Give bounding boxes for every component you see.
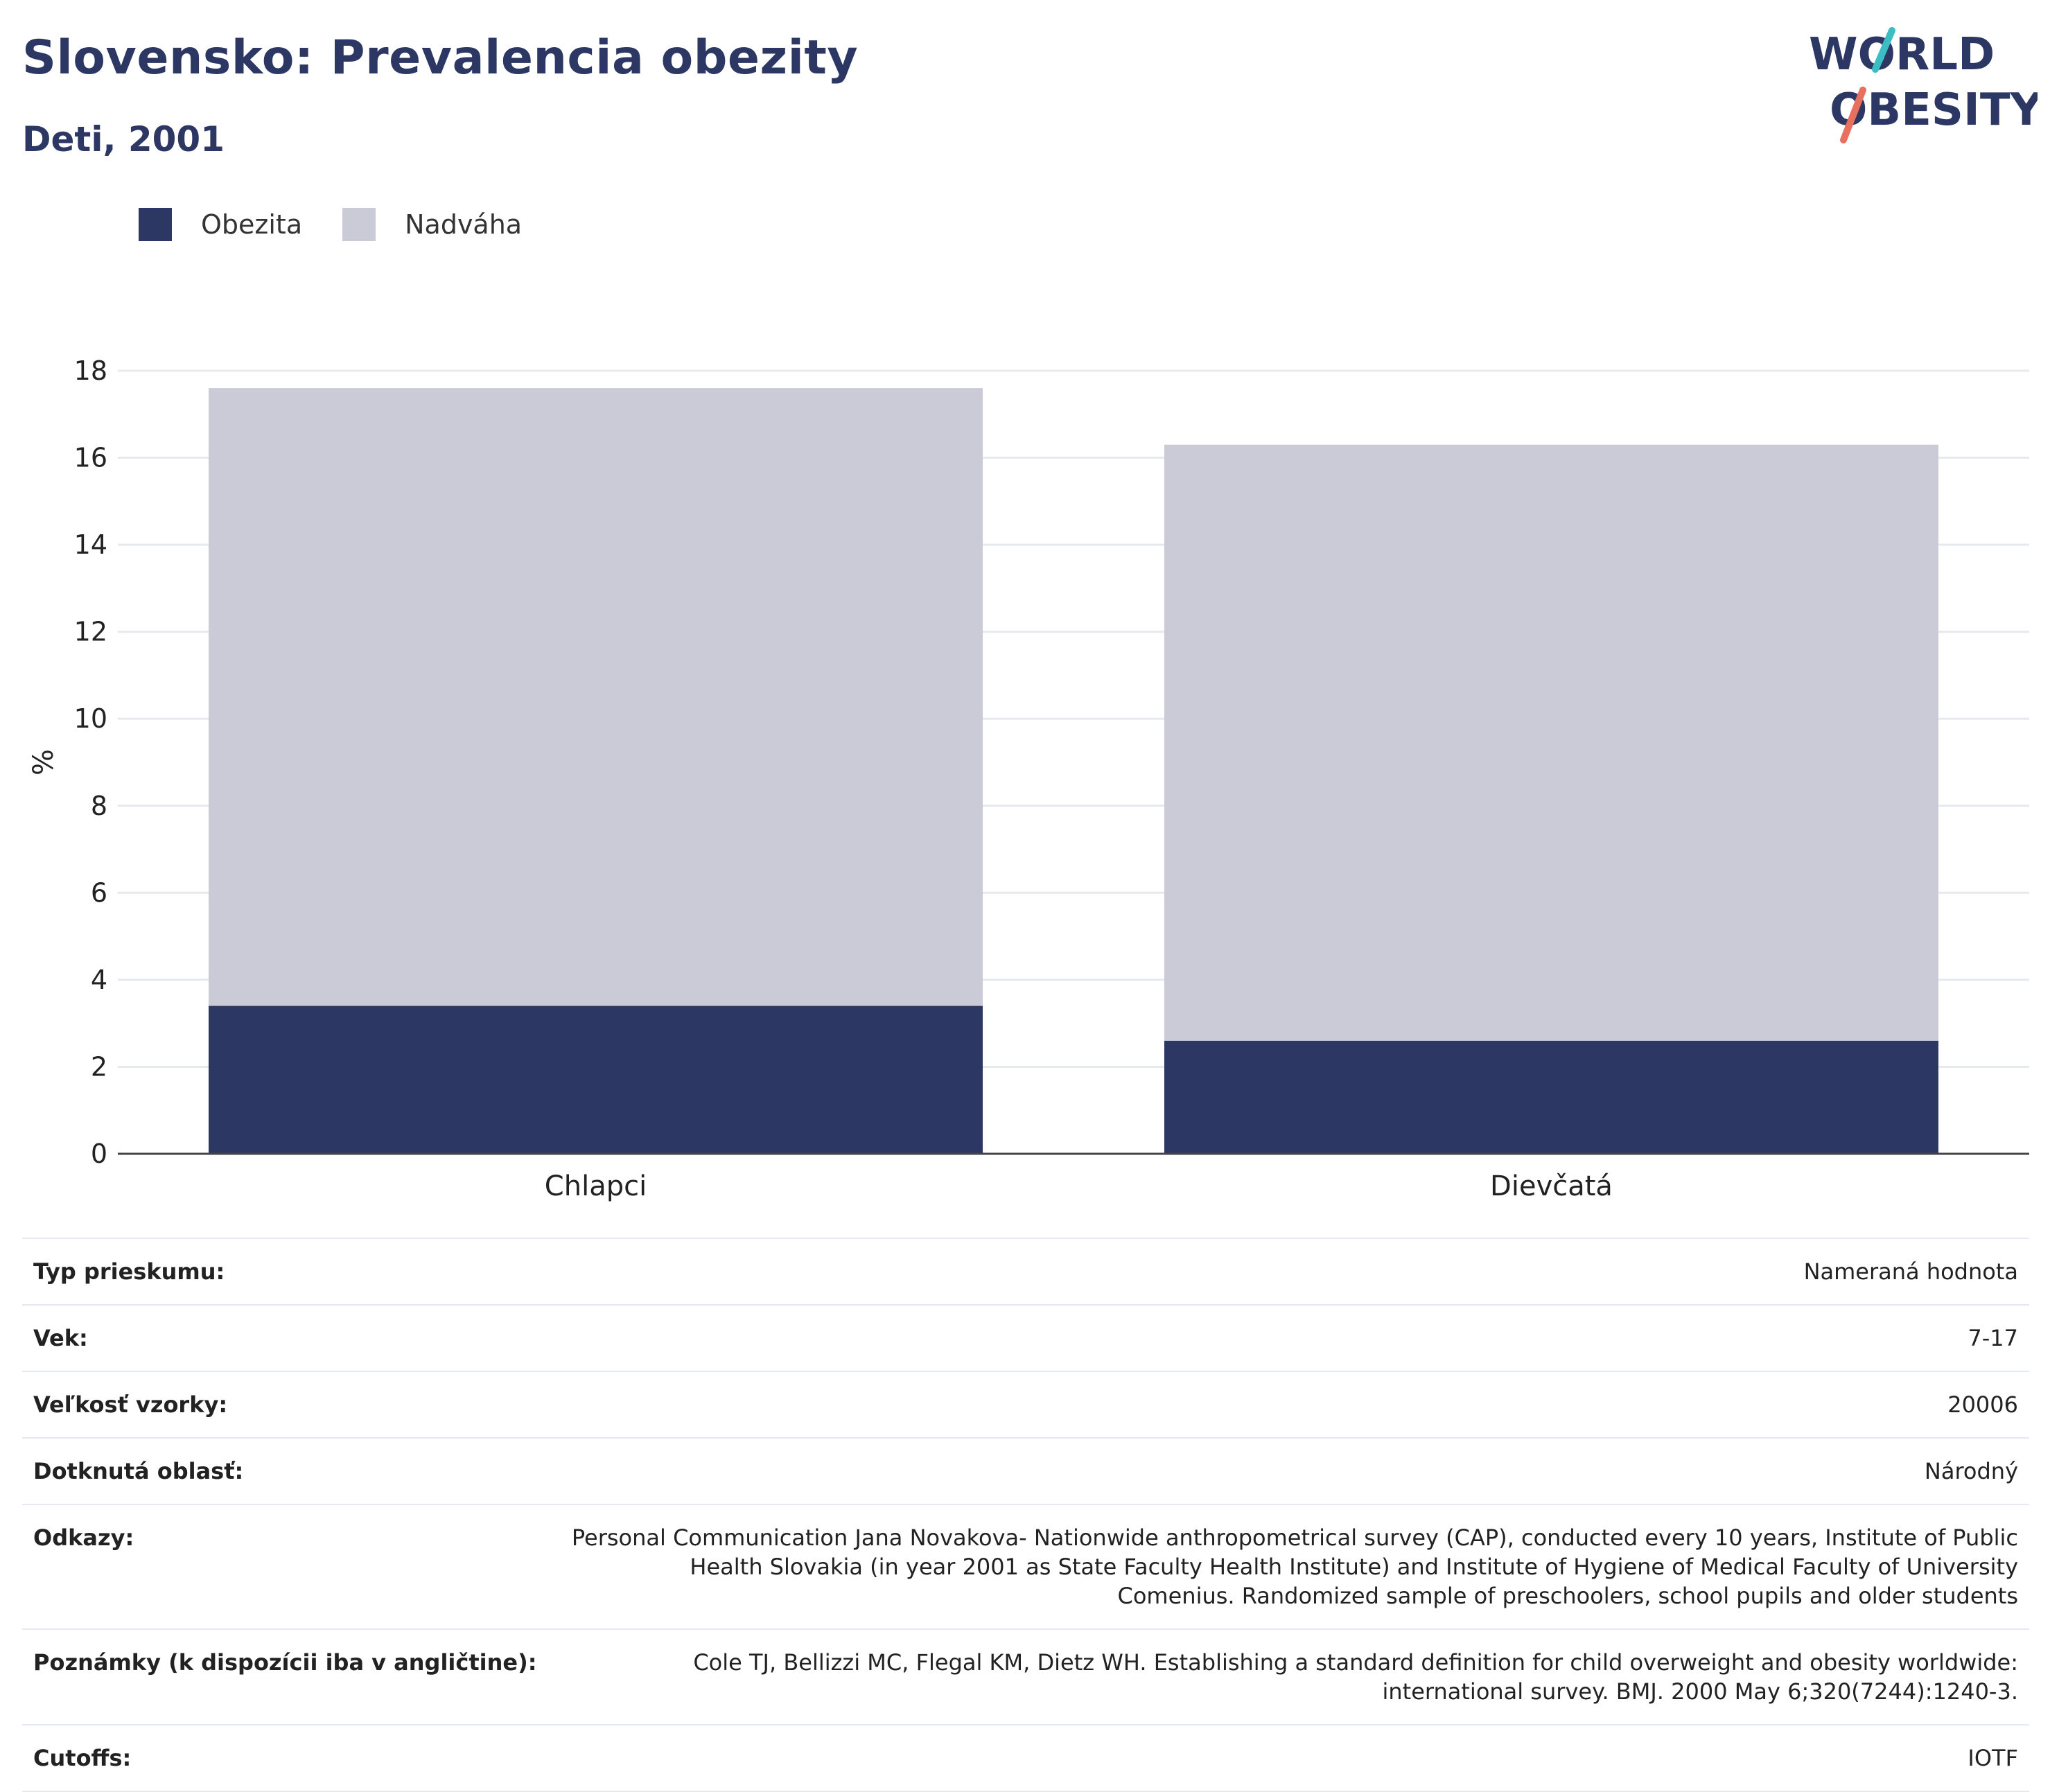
world-obesity-logo: WORLD OBESITY: [1809, 27, 2038, 143]
details-row: Veľkosť vzorky: 20006: [22, 1371, 2029, 1438]
chart-legend: Obezita Nadváha: [139, 205, 562, 244]
legend-label-nadvaha: Nadváha: [405, 209, 523, 240]
y-axis-label: %: [28, 749, 60, 775]
y-tick-label: 4: [91, 965, 107, 995]
y-tick-label: 12: [74, 617, 107, 647]
details-label: Typ prieskumu:: [33, 1258, 225, 1285]
y-tick-label: 8: [91, 791, 107, 821]
bar-chart: 0 2 4 6 8 10 12 14 16 18 Chlapci Dievčatá%: [28, 355, 2029, 1202]
details-label: Veľkosť vzorky:: [33, 1391, 228, 1418]
logo-accent-coral: [1840, 87, 1866, 143]
page-title: Slovensko: Prevalencia obezity: [22, 30, 859, 85]
details-value: Cole TJ, Bellizzi MC, Flegal KM, Dietz W…: [693, 1649, 2018, 1705]
legend-item-obezita[interactable]: Obezita: [139, 208, 302, 241]
y-tick-label: 16: [74, 443, 107, 473]
y-tick-label: 2: [91, 1051, 107, 1082]
y-tick-label: 0: [91, 1139, 107, 1169]
y-tick-label: 6: [91, 877, 107, 908]
details-value: 7-17: [1968, 1325, 2018, 1351]
details-row: Cutoffs: IOTF: [22, 1725, 2029, 1791]
x-tick-label: Dievčatá: [1490, 1170, 1613, 1202]
y-tick-label: 14: [74, 529, 107, 560]
bar-nadv-ha-1: [1164, 444, 1938, 1041]
legend-swatch-obezita: [139, 208, 172, 241]
details-label: Cutoffs:: [33, 1745, 132, 1771]
details-value: 20006: [1947, 1391, 2018, 1418]
bar-obezita-0: [209, 1005, 983, 1154]
details-label: Odkazy:: [33, 1525, 134, 1551]
y-tick-label: 10: [74, 703, 107, 734]
details-table: Typ prieskumu: Nameraná hodnota Vek: 7-17 Ve…: [22, 1238, 2029, 1792]
details-row: Typ prieskumu: Nameraná hodnota: [22, 1238, 2029, 1305]
details-row: Poznámky (k dispozícii iba v angličtine)…: [22, 1629, 2029, 1725]
details-value: Národný: [1924, 1458, 2018, 1484]
bar-obezita-1: [1164, 1040, 1938, 1154]
details-label: Vek:: [33, 1325, 88, 1351]
legend-item-nadvaha[interactable]: Nadváha: [342, 208, 522, 241]
details-value: Personal Communication Jana Novakova- Na…: [571, 1525, 2018, 1609]
details-value: Nameraná hodnota: [1803, 1258, 2018, 1285]
details-label: Dotknutá oblasť:: [33, 1458, 244, 1484]
x-tick-label: Chlapci: [545, 1170, 647, 1202]
details-row: Dotknutá oblasť: Národný: [22, 1438, 2029, 1504]
bar-nadv-ha-0: [209, 388, 983, 1006]
legend-swatch-nadvaha: [342, 208, 376, 241]
y-tick-label: 18: [74, 355, 107, 386]
page-subtitle: Deti, 2001: [22, 119, 225, 159]
legend-label-obezita: Obezita: [201, 209, 303, 240]
logo-accent-teal: [1872, 27, 1895, 73]
details-value: IOTF: [1968, 1745, 2018, 1771]
details-row: Vek: 7-17: [22, 1305, 2029, 1371]
logo-word-world: WORLD: [1809, 29, 1995, 80]
details-row: Odkazy: Personal Communication Jana Novak…: [22, 1504, 2029, 1629]
details-label: Poznámky (k dispozícii iba v angličtine)…: [33, 1649, 537, 1676]
